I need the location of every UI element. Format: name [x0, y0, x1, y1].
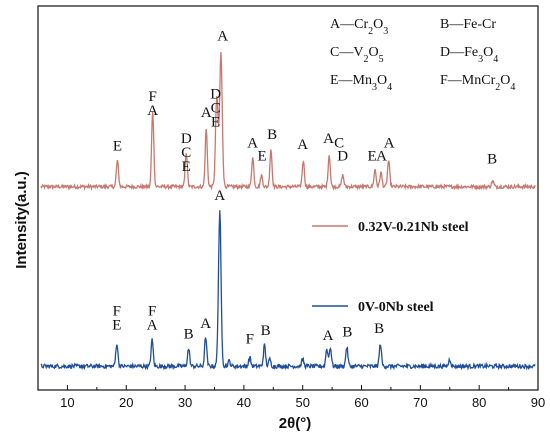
x-tick-label: 50	[295, 395, 309, 410]
y-axis-label: Intensity(a.u.)	[13, 171, 30, 269]
peak-label: A	[247, 136, 258, 152]
peak-label: D	[337, 149, 348, 165]
phase-key-item: E—Mn3O4	[330, 73, 392, 93]
peak-label: B	[261, 323, 271, 339]
x-axis-label: 2θ(°)	[279, 415, 311, 432]
x-tick-label: 70	[413, 395, 427, 410]
peak-label: A	[323, 131, 334, 147]
phase-legend: A—Cr2O3 B—Fe-Cr C—V2O5 D—Fe3O4 E—Mn3O4 F—MnCr…	[330, 17, 515, 93]
peak-label: A	[214, 188, 225, 204]
peak-label: A	[297, 137, 308, 153]
x-tick-label: 80	[472, 395, 486, 410]
x-tick-label: 20	[119, 395, 133, 410]
x-tick-label: 90	[531, 395, 545, 410]
peak-label: A	[376, 149, 387, 165]
peak-label: B	[267, 127, 277, 143]
peak-label: E	[368, 149, 377, 165]
x-tick-label: 10	[60, 395, 74, 410]
phase-key-item: A—Cr2O3	[330, 17, 388, 37]
x-tick-label: 60	[354, 395, 368, 410]
plot-frame	[37, 5, 539, 391]
peak-label: E	[113, 138, 122, 154]
x-tick-label: 30	[178, 395, 192, 410]
phase-key-item: D—Fe3O4	[440, 45, 498, 65]
phase-key-item: B—Fe-Cr	[440, 17, 496, 32]
series-line	[40, 210, 536, 371]
x-tick-label: 40	[237, 395, 251, 410]
peak-label: B	[487, 152, 497, 168]
peak-label: B	[184, 326, 194, 342]
phase-key-item: F—MnCr2O4	[440, 73, 515, 93]
peak-label: A	[201, 105, 212, 121]
series-legend-label: 0.32V-0.21Nb steel	[358, 220, 469, 235]
peak-label: A	[217, 28, 228, 44]
peak-label: F	[246, 332, 254, 348]
series-line	[40, 51, 536, 191]
peak-label: B	[374, 321, 384, 337]
peak-label: B	[342, 325, 352, 341]
phase-key-item: C—V2O5	[330, 45, 384, 65]
peak-label: A	[323, 328, 334, 344]
peak-label: A	[200, 316, 211, 332]
peak-label: A	[384, 136, 395, 152]
peak-label: C	[334, 136, 344, 152]
peak-label: E	[258, 149, 267, 165]
series-legend-label: 0V-0Nb steel	[358, 300, 434, 315]
